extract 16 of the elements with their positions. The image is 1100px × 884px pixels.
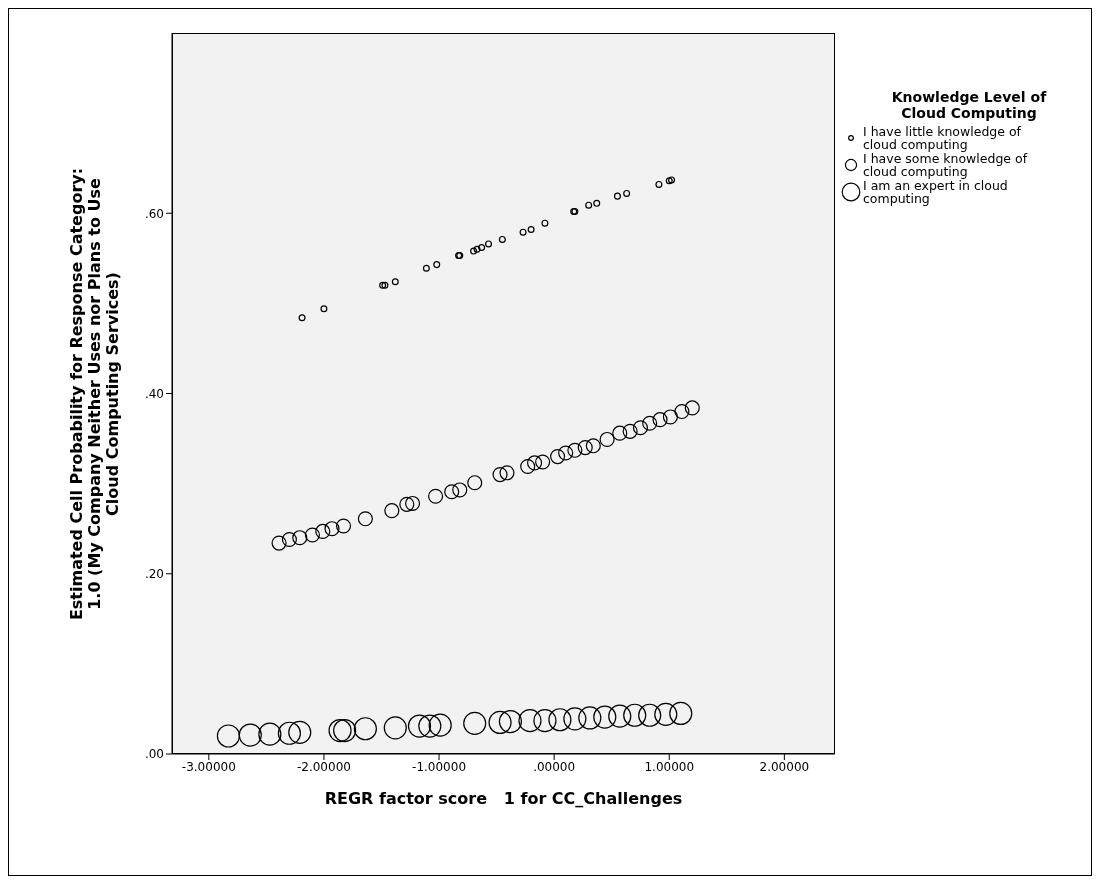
x-tick-label: 2.00000 [759, 759, 810, 774]
x-axis-title: REGR factor score 1 for CC_Challenges [323, 789, 684, 808]
y-axis-title: Estimated Cell Probability for Response Category: 1.0 (My Company Neither Uses nor Plans to Use Cloud Computing Services) [67, 167, 122, 620]
x-tick-label: -3.00000 [181, 759, 236, 774]
legend-title: Knowledge Level of Cloud Computing [890, 89, 1048, 121]
y-tick-label: .60 [144, 206, 164, 221]
y-tick-label: .00 [144, 747, 164, 762]
legend-label: I have some knowledge of cloud computing [863, 151, 1029, 179]
x-tick-label: 1.00000 [644, 759, 695, 774]
x-tick-label: .00000 [533, 759, 576, 774]
x-tick-label: -1.00000 [412, 759, 467, 774]
y-tick-label: .20 [144, 567, 164, 582]
legend-label: I am an expert in cloud computing [863, 178, 1009, 206]
y-tick-label: .40 [144, 386, 164, 401]
legend-label: I have little knowledge of cloud computing [863, 124, 1022, 152]
x-tick-label: -2.00000 [296, 759, 351, 774]
